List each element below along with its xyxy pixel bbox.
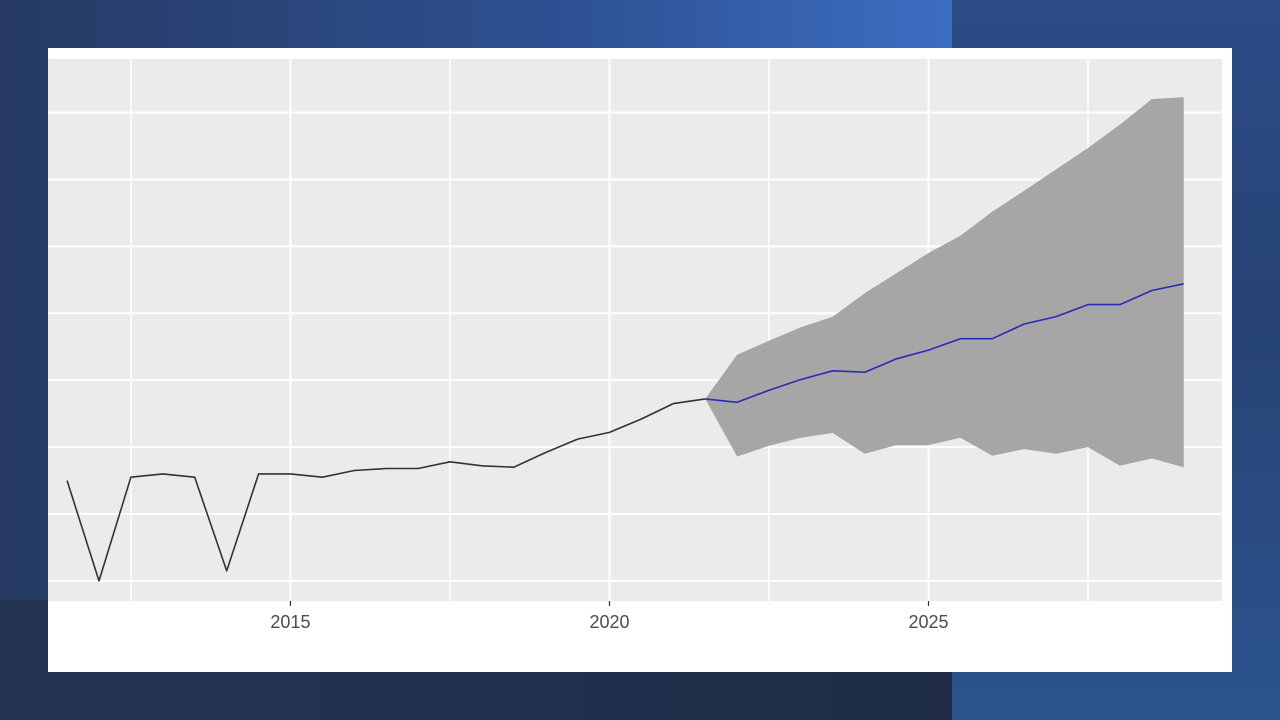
x-tick-label: 2020 [589,612,629,632]
forecast-chart: 2015 2020 2025 [48,59,1222,632]
series-line-forecast [705,283,1184,404]
series-line-history [66,398,706,582]
x-tick-label: 2015 [270,612,310,632]
x-axis-ticks: 2015 2020 2025 [270,601,949,632]
chart-card: 2015 2020 2025 [48,48,1232,672]
forecast-interval-band [705,97,1184,468]
x-tick-label: 2025 [908,612,948,632]
